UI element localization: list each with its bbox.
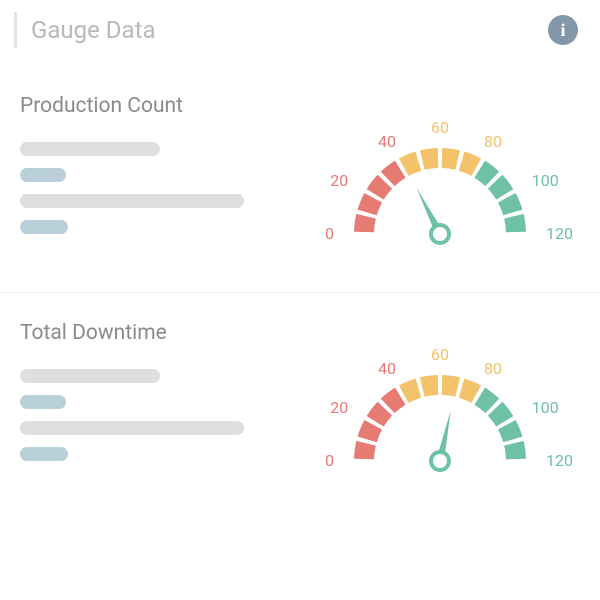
- gauge-wrap: 0 20 40 60 80 100 120: [300, 315, 580, 485]
- gauge-segment: [399, 379, 421, 403]
- skeleton-bar: [20, 142, 160, 156]
- skeleton-bar: [20, 395, 66, 409]
- skeleton-bar: [20, 220, 68, 234]
- gauge-panel: Production Count 0 20 40 60 80 100 120: [0, 66, 600, 293]
- info-icon[interactable]: i: [548, 15, 578, 45]
- gauge-segment: [354, 441, 376, 459]
- panels-container: Production Count020406080100120Total Dow…: [0, 66, 600, 519]
- gauge-tick-label: 60: [431, 345, 449, 364]
- gauge-segment: [420, 375, 438, 397]
- skeleton-bar: [20, 194, 244, 208]
- skeleton-bar: [20, 168, 66, 182]
- gauge-chart: 0 20 40 60 80 100 120: [300, 88, 580, 258]
- skeleton-bar: [20, 369, 160, 383]
- gauge-chart: 0 20 40 60 80 100 120: [300, 315, 580, 485]
- gauge-tick-label: 40: [378, 132, 396, 151]
- gauge-segment: [459, 152, 481, 176]
- page-title: Gauge Data: [31, 16, 156, 44]
- gauge-segment: [399, 152, 421, 176]
- gauge-segment: [442, 375, 460, 397]
- gauge-panel: Total Downtime 0 20 40 60 80 100 120: [0, 293, 600, 519]
- gauge-segment: [358, 420, 382, 442]
- gauge-segment: [420, 148, 438, 170]
- gauge-tick-label: 60: [431, 118, 449, 137]
- skeleton-bar: [20, 421, 244, 435]
- gauge-tick-label: 100: [532, 398, 559, 417]
- gauge-segment: [504, 214, 526, 232]
- skeleton-bar: [20, 447, 68, 461]
- panel-left: Total Downtime: [20, 315, 300, 485]
- gauge-tick-label: 40: [378, 359, 396, 378]
- gauge-tick-label: 0: [325, 224, 334, 243]
- gauge-tick-label: 20: [330, 398, 348, 417]
- gauge-tick-label: 100: [532, 171, 559, 190]
- gauge-tick-label: 80: [484, 132, 502, 151]
- gauge-segment: [358, 193, 382, 215]
- gauge-segment: [498, 193, 522, 215]
- gauge-hub: [431, 225, 449, 243]
- panel-title: Total Downtime: [20, 321, 300, 345]
- page-header: Gauge Data i: [0, 0, 600, 66]
- gauge-tick-label: 120: [546, 224, 573, 243]
- gauge-tick-label: 20: [330, 171, 348, 190]
- gauge-segment: [459, 379, 481, 403]
- gauge-segment: [498, 420, 522, 442]
- panel-title: Production Count: [20, 94, 300, 118]
- gauge-segment: [504, 441, 526, 459]
- header-accent-bar: [14, 12, 17, 48]
- header-left: Gauge Data: [14, 12, 156, 48]
- gauge-hub: [431, 452, 449, 470]
- gauge-wrap: 0 20 40 60 80 100 120: [300, 88, 580, 258]
- gauge-tick-label: 120: [546, 451, 573, 470]
- gauge-tick-label: 0: [325, 451, 334, 470]
- gauge-tick-label: 80: [484, 359, 502, 378]
- gauge-segment: [354, 214, 376, 232]
- gauge-segment: [442, 148, 460, 170]
- panel-left: Production Count: [20, 88, 300, 258]
